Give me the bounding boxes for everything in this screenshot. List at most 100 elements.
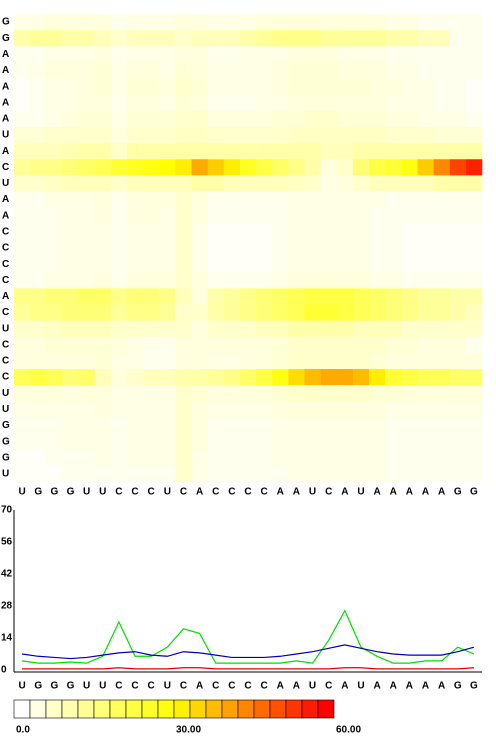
heat-cell (207, 62, 225, 79)
heat-cell (207, 223, 225, 241)
heat-cell (304, 126, 321, 144)
heat-cell (94, 239, 112, 257)
heat-cell (14, 110, 31, 128)
y-tick-label: 28 (1, 601, 13, 612)
heat-cell (126, 46, 144, 63)
heat-cell (336, 126, 354, 144)
heat-cell (175, 126, 192, 144)
heat-cell (46, 465, 63, 483)
heat-cell (449, 159, 467, 176)
heat-cell (272, 159, 289, 176)
heat-cell (239, 272, 257, 289)
heat-cell (288, 207, 305, 225)
heat-cell (465, 126, 483, 144)
heat-cell (94, 336, 112, 354)
heat-cell (175, 30, 192, 47)
row-label: U (2, 388, 9, 399)
heat-cell (175, 417, 192, 434)
heat-cell (385, 78, 402, 95)
heat-cell (369, 207, 386, 225)
heat-cell (191, 320, 208, 338)
heat-cell (78, 417, 95, 434)
heat-cell (288, 433, 305, 451)
heat-cell (143, 256, 160, 273)
heat-cell (336, 385, 354, 402)
heat-cell (465, 159, 483, 176)
heat-cell (126, 304, 144, 321)
heat-cell (14, 239, 31, 257)
heat-cell (175, 62, 192, 79)
heat-cell (110, 94, 128, 112)
column-label: G (470, 487, 478, 498)
heat-cell (46, 143, 63, 160)
heat-cell (465, 62, 483, 79)
heat-cell (417, 304, 434, 321)
heat-cell (449, 369, 467, 386)
heat-cell (30, 191, 47, 208)
legend-swatch (221, 699, 239, 719)
heat-cell (62, 369, 79, 386)
heat-cell (207, 401, 225, 418)
heat-cell (433, 110, 451, 128)
row-label: U (2, 130, 9, 141)
heat-cell (288, 223, 305, 241)
legend-swatch (93, 699, 111, 719)
heat-cell (126, 239, 144, 257)
heat-cell (143, 417, 160, 434)
y-tick-label: 42 (1, 569, 13, 580)
heat-cell (14, 14, 31, 31)
heat-cell (304, 449, 321, 467)
column-label: U (309, 487, 316, 498)
heat-cell (78, 433, 95, 451)
heat-cell (46, 30, 63, 47)
heat-cell (78, 449, 95, 467)
heat-cell (94, 417, 112, 434)
heat-cell (14, 94, 31, 112)
heat-cell (191, 94, 208, 112)
heat-cell (449, 46, 467, 63)
column-label: A (438, 487, 445, 498)
heat-cell (78, 175, 95, 192)
heat-cell (417, 110, 434, 128)
heat-cell (159, 30, 176, 47)
heat-cell (14, 385, 31, 402)
heat-cell (336, 401, 354, 418)
heat-cell (417, 320, 434, 338)
heat-cell (272, 126, 289, 144)
heat-cell (62, 272, 79, 289)
heat-cell (46, 417, 63, 434)
heat-cell (110, 159, 128, 176)
heat-cell (94, 385, 112, 402)
heat-cell (30, 223, 47, 241)
heat-cell (288, 352, 305, 370)
row-label: G (2, 436, 10, 447)
heat-cell (30, 94, 47, 112)
heat-cell (126, 433, 144, 451)
column-label: U (18, 487, 25, 498)
heat-cell (385, 46, 402, 63)
heat-cell (239, 126, 257, 144)
heat-cell (304, 369, 321, 386)
heat-cell (94, 272, 112, 289)
heat-cell (465, 449, 483, 467)
row-label: U (2, 404, 9, 415)
heat-cell (159, 288, 176, 305)
heat-cell (239, 433, 257, 451)
heat-cell (46, 46, 63, 63)
heat-cell (449, 94, 467, 112)
heat-cell (207, 110, 225, 128)
heat-cell (94, 320, 112, 338)
heat-cell (449, 78, 467, 95)
heat-cell (433, 159, 451, 176)
heat-cell (207, 30, 225, 47)
heat-cell (369, 14, 386, 31)
heat-cell (417, 223, 434, 241)
heat-cell (417, 46, 434, 63)
heat-cell (288, 78, 305, 95)
heat-cell (385, 191, 402, 208)
heat-cell (62, 385, 79, 402)
column-label: C (148, 487, 155, 498)
heat-cell (433, 14, 451, 31)
heat-cell (401, 14, 418, 31)
heat-cell (110, 320, 128, 338)
